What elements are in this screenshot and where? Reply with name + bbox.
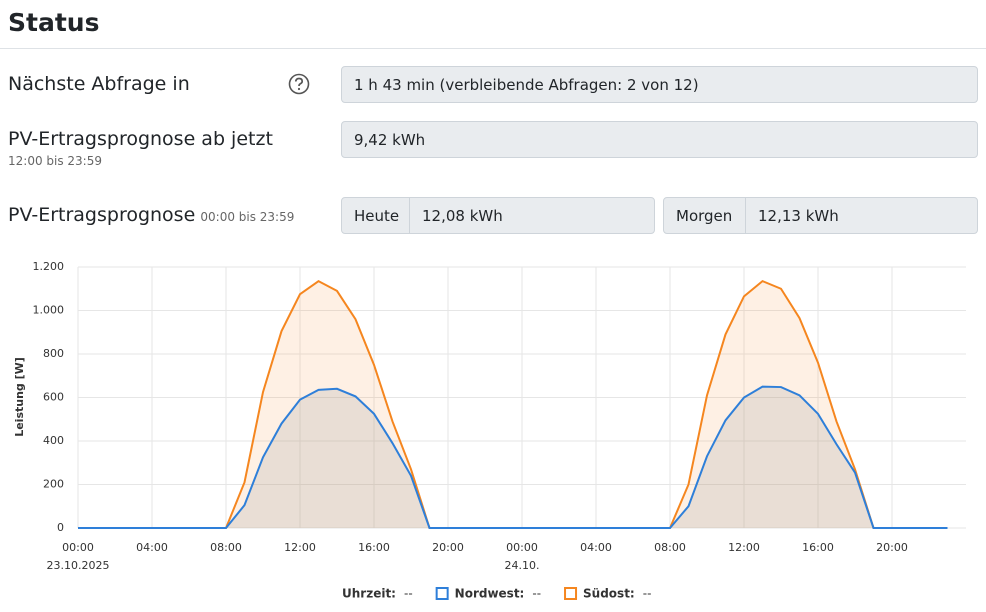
area	[78, 281, 948, 528]
y-axis-label: Leistung [W]	[13, 357, 26, 437]
field-label: PV-Ertragsprognose ab jetzt	[8, 128, 273, 150]
y-tick-label: 200	[43, 478, 64, 491]
x-tick-label: 00:00	[62, 541, 94, 554]
input-group: Morgen 12,13 kWh	[663, 197, 978, 234]
field-sublabel: 00:00 bis 23:59	[200, 210, 295, 224]
input-group: Heute 12,08 kWh	[341, 197, 655, 234]
x-date-label: 23.10.2025	[47, 559, 110, 572]
y-tick-label: 0	[57, 521, 64, 534]
x-date-label: 24.10.	[505, 559, 540, 572]
y-tick-label: 800	[43, 347, 64, 360]
group-value: 12,08 kWh	[422, 206, 503, 225]
area	[78, 386, 948, 528]
group-label: Heute	[342, 198, 410, 233]
x-tick-label: 16:00	[358, 541, 390, 554]
x-tick-label: 20:00	[432, 541, 464, 554]
field-sublabel: 12:00 bis 23:59	[8, 154, 102, 168]
legend-text: --	[532, 587, 541, 601]
x-tick-label: 16:00	[802, 541, 834, 554]
field-label: Nächste Abfrage in	[8, 73, 190, 95]
y-tick-label: 600	[43, 391, 64, 404]
legend-text: --	[643, 587, 652, 601]
field-label: PV-Ertragsprognose	[8, 204, 196, 226]
line	[78, 385, 948, 529]
legend-text: Südost:	[583, 587, 635, 601]
group-label: Morgen	[664, 198, 746, 233]
group-value: 12,13 kWh	[758, 206, 839, 225]
page-title: Status	[8, 8, 100, 37]
legend-text: --	[404, 587, 413, 601]
x-tick-label: 04:00	[136, 541, 168, 554]
y-tick-label: 400	[43, 434, 64, 447]
y-tick-label: 1.000	[33, 304, 65, 317]
x-tick-label: 00:00	[506, 541, 538, 554]
legend-text: Nordwest:	[455, 587, 525, 601]
x-tick-label: 12:00	[728, 541, 760, 554]
legend-text: Uhrzeit:	[342, 587, 396, 601]
field-value: 9,42 kWh	[341, 121, 978, 158]
help-icon[interactable]	[288, 73, 310, 95]
legend-swatch	[564, 587, 578, 600]
divider	[0, 48, 986, 49]
field-label-group: PV-Ertragsprognose 00:00 bis 23:59	[8, 204, 294, 226]
y-tick-label: 1.200	[33, 260, 65, 273]
x-tick-label: 04:00	[580, 541, 612, 554]
x-tick-label: 08:00	[210, 541, 242, 554]
x-tick-label: 20:00	[876, 541, 908, 554]
x-tick-label: 12:00	[284, 541, 316, 554]
field-value: 1 h 43 min (verbleibende Abfragen: 2 von…	[341, 66, 978, 103]
x-tick-label: 08:00	[654, 541, 686, 554]
legend-swatch	[435, 587, 449, 600]
